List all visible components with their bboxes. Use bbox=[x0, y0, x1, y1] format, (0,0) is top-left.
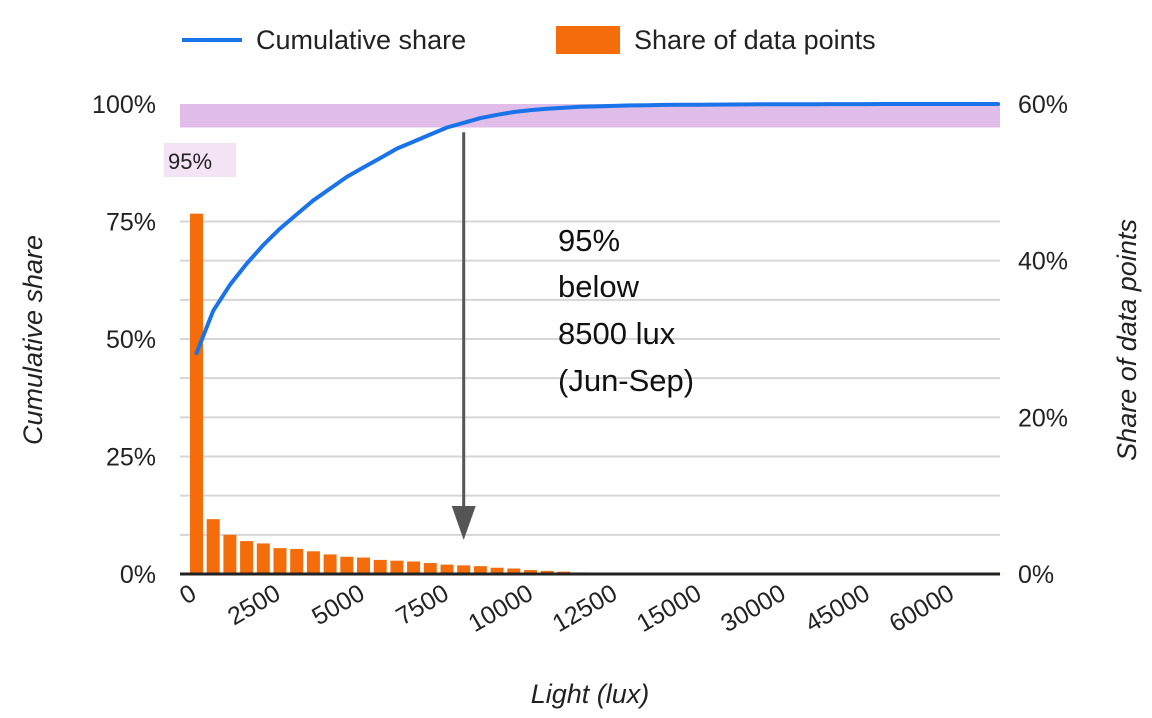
left-tick-label: 75% bbox=[106, 209, 156, 237]
legend-label-share-of-data-points: Share of data points bbox=[634, 25, 876, 55]
left-tick-label: 50% bbox=[106, 326, 156, 354]
bar-share-6 bbox=[290, 548, 304, 574]
cumulative-share-line bbox=[194, 102, 1001, 356]
right-axis-title: Share of data points bbox=[1112, 219, 1142, 461]
x-tick-label: 12500 bbox=[548, 579, 622, 638]
bar-share-14 bbox=[423, 563, 437, 574]
bar-share-10 bbox=[357, 557, 370, 574]
bar-share-12 bbox=[390, 560, 404, 574]
left-axis-title: Cumulative share bbox=[18, 235, 48, 445]
bar-share-19 bbox=[507, 568, 521, 574]
bar-share-16 bbox=[457, 565, 471, 574]
bar-share-17 bbox=[473, 566, 487, 574]
annotation: 95% below 8500 lux (Jun-Sep) bbox=[451, 132, 694, 540]
right-axis-ticks: 0% 20% 40% 60% bbox=[1018, 91, 1068, 589]
gridlines bbox=[180, 220, 1000, 536]
right-tick-label: 40% bbox=[1018, 248, 1068, 276]
bar-share-3 bbox=[240, 541, 254, 574]
left-tick-label: 0% bbox=[120, 561, 156, 589]
x-tick-label: 2500 bbox=[223, 579, 285, 631]
highlight-band bbox=[180, 104, 1000, 128]
x-tick-label: 10000 bbox=[464, 579, 538, 638]
legend-item-cumulative-share: Cumulative share bbox=[182, 25, 466, 55]
legend-item-share-of-data-points: Share of data points bbox=[556, 25, 876, 55]
left-tick-label: 25% bbox=[106, 444, 156, 472]
annotation-line-4: (Jun-Sep) bbox=[558, 363, 694, 398]
bar-share-4 bbox=[256, 543, 270, 574]
x-tick-label: 60000 bbox=[885, 579, 959, 638]
bar-share-1 bbox=[206, 519, 220, 574]
left-axis-ticks: 0% 25% 50% 75% 100% bbox=[92, 91, 156, 589]
bar-share-18 bbox=[490, 567, 504, 574]
bar-share-8 bbox=[323, 554, 337, 574]
bar-share-20 bbox=[524, 570, 537, 574]
right-tick-label: 0% bbox=[1018, 561, 1054, 589]
bar-share-9 bbox=[340, 556, 354, 574]
x-axis-title: Light (lux) bbox=[531, 679, 650, 709]
right-tick-label: 20% bbox=[1018, 404, 1068, 432]
bar-share-11 bbox=[373, 559, 387, 574]
right-tick-label: 60% bbox=[1018, 91, 1068, 119]
band-label: 95% bbox=[164, 143, 236, 177]
legend-bar-swatch bbox=[556, 26, 620, 54]
bar-series bbox=[190, 213, 1005, 574]
annotation-line-1: 95% bbox=[558, 223, 620, 258]
bar-share-15 bbox=[440, 564, 454, 574]
x-tick-label: 7500 bbox=[391, 579, 453, 631]
x-tick-label: 0 bbox=[175, 579, 201, 610]
bar-share-5 bbox=[273, 548, 287, 574]
legend-label-cumulative-share: Cumulative share bbox=[256, 25, 466, 55]
bar-share-0 bbox=[190, 213, 203, 574]
x-tick-label: 15000 bbox=[632, 579, 706, 638]
legend: Cumulative share Share of data points bbox=[182, 25, 876, 55]
x-tick-label: 5000 bbox=[307, 579, 369, 631]
bar-share-2 bbox=[223, 534, 237, 574]
x-tick-label: 30000 bbox=[716, 579, 790, 638]
bar-share-21 bbox=[540, 570, 554, 574]
x-axis-ticks: 0 2500 5000 7500 10000 12500 15000 30000 45000 60… bbox=[175, 579, 959, 638]
band-label-text: 95% bbox=[168, 149, 212, 174]
left-tick-label: 100% bbox=[92, 91, 156, 119]
bar-share-7 bbox=[306, 551, 320, 574]
annotation-line-2: below bbox=[558, 269, 640, 304]
x-tick-label: 45000 bbox=[800, 579, 874, 638]
bar-share-13 bbox=[407, 561, 421, 574]
annotation-arrow-head bbox=[451, 506, 476, 540]
band-label-background bbox=[164, 143, 236, 177]
annotation-line-3: 8500 lux bbox=[558, 316, 676, 351]
